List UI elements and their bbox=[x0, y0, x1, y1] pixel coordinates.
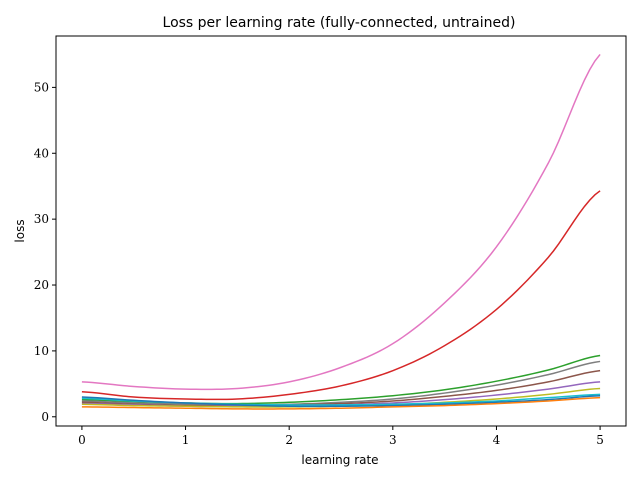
y-tick-label: 10 bbox=[34, 344, 49, 358]
series-line-1 bbox=[81, 53, 601, 391]
x-axis-label: learning rate bbox=[301, 453, 378, 467]
series-line-2 bbox=[81, 190, 601, 401]
y-axis-label: loss bbox=[13, 219, 27, 242]
y-tick-label: 50 bbox=[34, 80, 49, 94]
series-line-4 bbox=[81, 360, 601, 406]
y-tick-label: 30 bbox=[34, 212, 49, 226]
y-tick-label: 40 bbox=[34, 146, 49, 160]
chart-title: Loss per learning rate (fully-connected,… bbox=[163, 15, 516, 31]
x-tick-label: 1 bbox=[182, 433, 190, 447]
x-tick-label: 4 bbox=[493, 433, 501, 447]
x-tick-label: 2 bbox=[285, 433, 293, 447]
plot-frame bbox=[55, 35, 627, 427]
y-tick-label: 20 bbox=[34, 278, 49, 292]
y-tick-label: 0 bbox=[41, 410, 49, 424]
series-line-9 bbox=[81, 394, 601, 408]
x-tick-label: 5 bbox=[596, 433, 604, 447]
series-layer bbox=[81, 53, 601, 410]
x-tick-label: 3 bbox=[389, 433, 397, 447]
series-line-10 bbox=[81, 396, 601, 410]
x-tick-label: 0 bbox=[78, 433, 86, 447]
